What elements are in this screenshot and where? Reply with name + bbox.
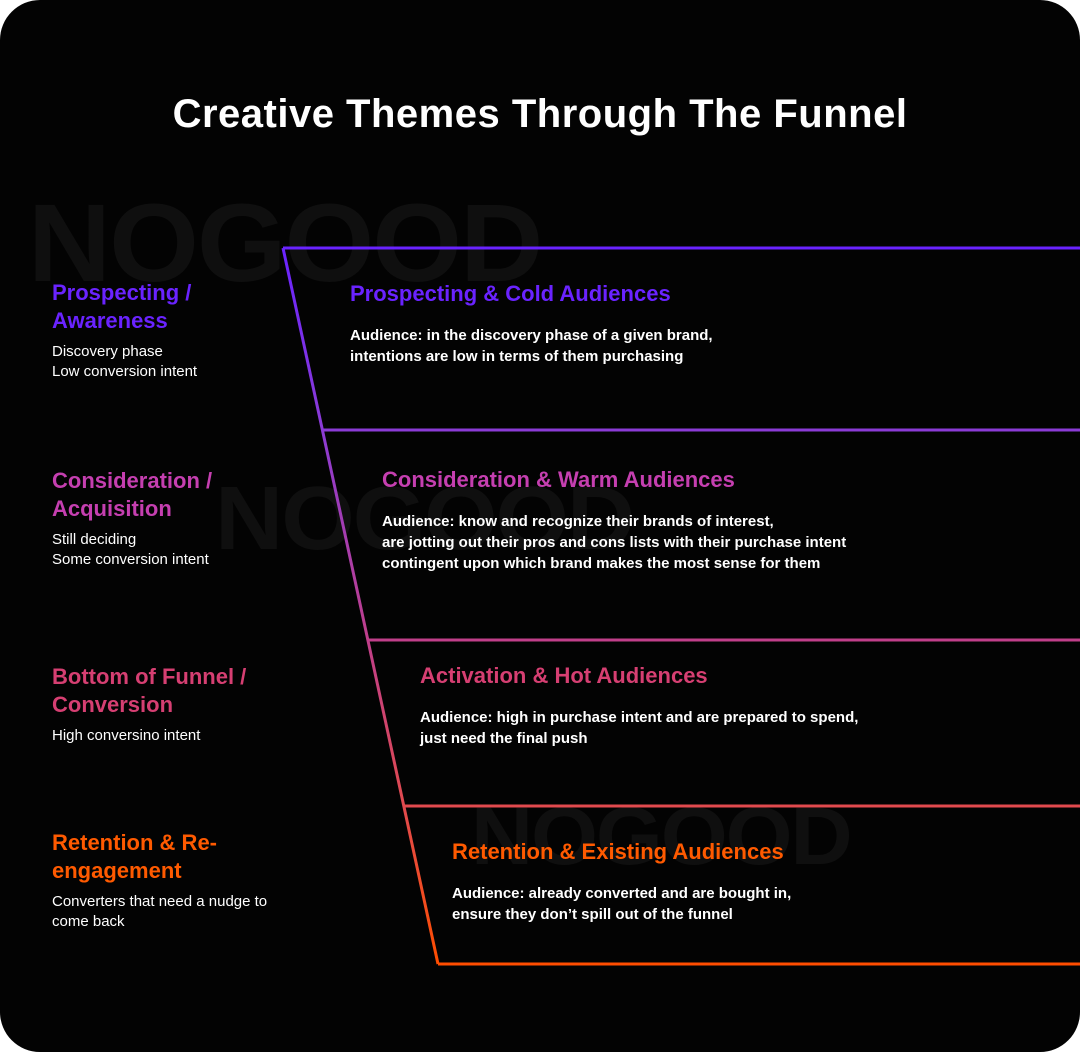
funnel-content-prospecting: Prospecting & Cold Audiences Audience: i…: [350, 281, 713, 367]
stage-title: Retention & Re-engagement: [52, 829, 297, 884]
funnel-content-title: Consideration & Warm Audiences: [382, 467, 846, 493]
funnel-content-consideration: Consideration & Warm Audiences Audience:…: [382, 467, 846, 574]
infographic-card: NOGOOD NOGOOD NOGOOD Creative Themes Thr…: [0, 0, 1080, 1052]
stage-desc: High conversino intent: [52, 726, 297, 746]
funnel-content-retention: Retention & Existing Audiences Audience:…: [452, 839, 791, 925]
funnel-content-title: Prospecting & Cold Audiences: [350, 281, 713, 307]
funnel-content-body: Audience: high in purchase intent and ar…: [420, 707, 858, 749]
stage-desc: Discovery phaseLow conversion intent: [52, 342, 297, 383]
funnel-content-conversion: Activation & Hot Audiences Audience: hig…: [420, 663, 858, 749]
funnel-content-title: Retention & Existing Audiences: [452, 839, 791, 865]
stage-left-consideration: Consideration / Acquisition Still decidi…: [52, 467, 297, 571]
funnel-content-body: Audience: in the discovery phase of a gi…: [350, 325, 713, 367]
stage-title: Prospecting / Awareness: [52, 279, 297, 334]
funnel-content-body: Audience: know and recognize their brand…: [382, 511, 846, 574]
stage-title: Bottom of Funnel / Conversion: [52, 663, 297, 718]
stage-title: Consideration / Acquisition: [52, 467, 297, 522]
stage-desc: Still decidingSome conversion intent: [52, 530, 297, 571]
funnel-content-title: Activation & Hot Audiences: [420, 663, 858, 689]
stage-desc: Converters that need a nudge to come bac…: [52, 892, 297, 933]
stage-left-prospecting: Prospecting / Awareness Discovery phaseL…: [52, 279, 297, 383]
funnel-content-body: Audience: already converted and are boug…: [452, 883, 791, 925]
stage-left-retention: Retention & Re-engagement Converters tha…: [52, 829, 297, 933]
page-title: Creative Themes Through The Funnel: [0, 92, 1080, 137]
stage-left-conversion: Bottom of Funnel / Conversion High conve…: [52, 663, 297, 746]
